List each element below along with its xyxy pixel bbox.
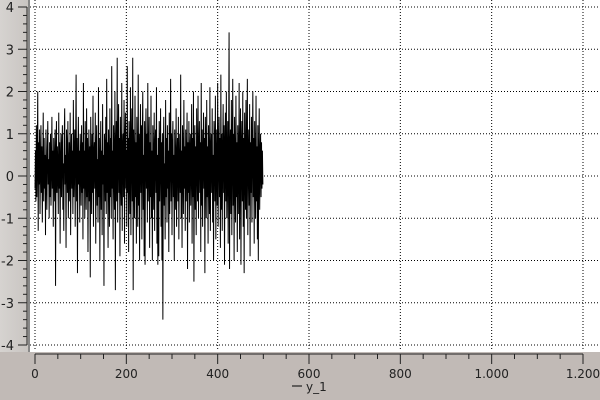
y-tick-label: 3 (6, 43, 14, 58)
x-tick-label: 200 (115, 367, 138, 381)
y-axis-ticks: -4 -3 -2 -1 0 1 2 3 4 (1, 1, 28, 354)
x-tick-label: 1.000 (474, 367, 508, 381)
y-tick-label: -1 (1, 212, 14, 227)
y-tick-label: 4 (6, 1, 14, 16)
x-tick-label: 400 (206, 367, 229, 381)
x-tick-label: 600 (298, 367, 321, 381)
y-tick-label: -2 (1, 255, 14, 270)
y-tick-label: -4 (1, 339, 14, 354)
y-tick-label: 1 (6, 128, 14, 143)
legend[interactable]: y_1 (292, 380, 327, 394)
x-tick-label: 1.200 (566, 367, 600, 381)
y-tick-label: 0 (6, 170, 14, 185)
x-axis-ticks: 0 200 400 600 800 1.000 1.200 (31, 353, 600, 381)
y-tick-label: 2 (6, 86, 14, 101)
x-tick-label: 0 (31, 367, 39, 381)
legend-label: y_1 (306, 380, 327, 394)
y-tick-label: -3 (1, 297, 14, 312)
series-y_1 (34, 32, 264, 320)
series-line-y_1 (34, 32, 264, 320)
x-tick-label: 800 (389, 367, 412, 381)
